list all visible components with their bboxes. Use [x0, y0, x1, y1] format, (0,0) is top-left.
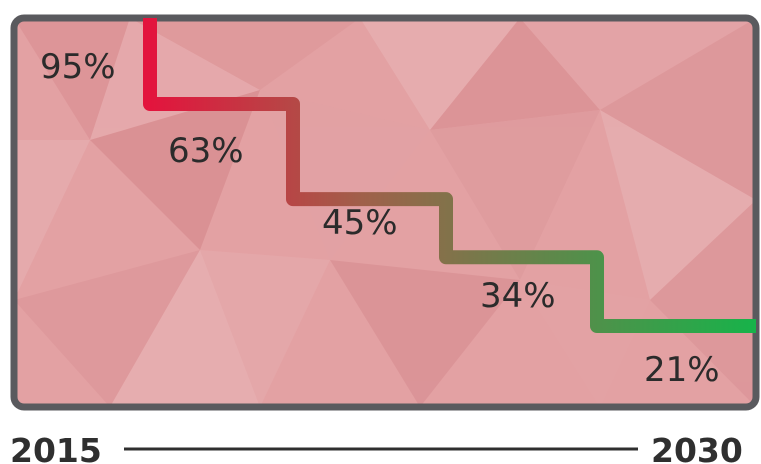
lowpoly-texture [14, 18, 756, 407]
data-label-1: 95% [40, 47, 116, 87]
data-label-2: 63% [168, 131, 244, 171]
x-axis-end-label: 2030 [651, 431, 743, 464]
panel-border [10, 14, 760, 411]
data-label-5: 21% [644, 350, 720, 390]
data-label-3: 45% [322, 203, 398, 243]
data-label-4: 34% [480, 276, 556, 316]
x-axis-start-label: 2015 [10, 431, 102, 464]
step-line-series [143, 18, 756, 333]
